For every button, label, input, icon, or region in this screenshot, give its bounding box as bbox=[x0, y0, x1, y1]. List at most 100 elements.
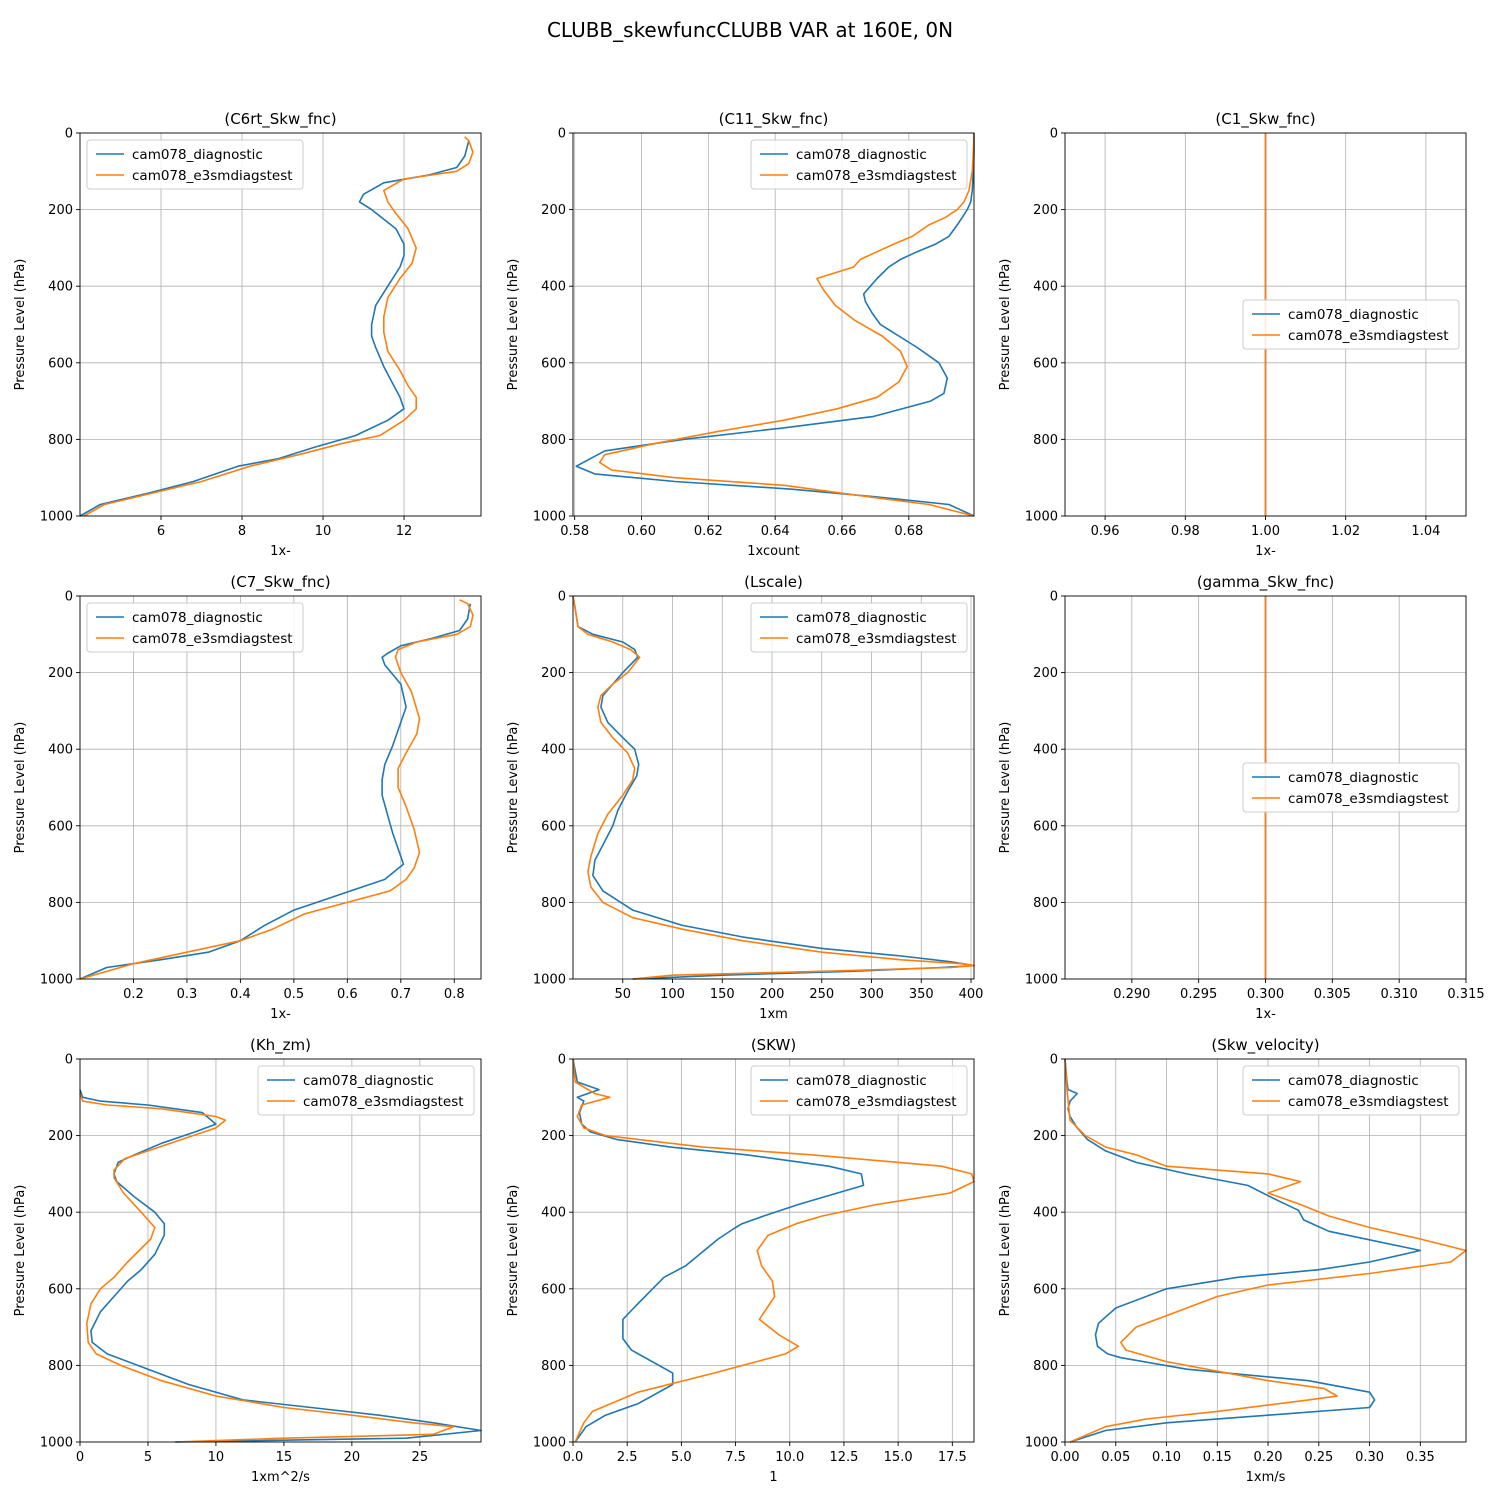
y-tick-label: 0 bbox=[1050, 1053, 1058, 1068]
x-tick-label: 15 bbox=[276, 1450, 293, 1465]
legend: cam078_diagnostic cam078_e3smdiagstest bbox=[750, 602, 968, 653]
x-tick-label: 1.02 bbox=[1331, 524, 1360, 539]
plot-frame bbox=[572, 595, 975, 980]
series-line-2 bbox=[83, 136, 474, 517]
legend-box bbox=[1242, 299, 1460, 350]
y-tick-label: 400 bbox=[48, 1206, 73, 1221]
y-tick-label: 600 bbox=[48, 819, 73, 834]
x-tick-label: 5.0 bbox=[671, 1450, 692, 1465]
subplot-title: (Kh_zm) bbox=[250, 1036, 311, 1055]
y-tick-label: 800 bbox=[1033, 433, 1058, 448]
x-tick-label: 2.5 bbox=[617, 1450, 638, 1465]
x-tick-label: 0.00 bbox=[1051, 1450, 1080, 1465]
legend-box bbox=[257, 1065, 475, 1116]
x-tick-label: 0.66 bbox=[828, 524, 857, 539]
y-tick-label: 0 bbox=[65, 590, 73, 605]
y-tick-label: 800 bbox=[1033, 1359, 1058, 1374]
plot-frame bbox=[79, 132, 482, 517]
legend: cam078_diagnostic cam078_e3smdiagstest bbox=[750, 139, 968, 190]
series-line-1 bbox=[79, 1089, 482, 1443]
y-axis-label: Pressure Level (hPa) bbox=[998, 1185, 1013, 1317]
x-tick-label: 200 bbox=[760, 987, 785, 1002]
y-axis-label: Pressure Level (hPa) bbox=[506, 722, 521, 854]
x-tick-label: 1.04 bbox=[1411, 524, 1440, 539]
y-tick-label: 600 bbox=[1033, 1282, 1058, 1297]
x-tick-label: 0.98 bbox=[1171, 524, 1200, 539]
x-tick-label: 0.300 bbox=[1247, 987, 1284, 1002]
x-tick-label: 0.25 bbox=[1304, 1450, 1333, 1465]
y-tick-label: 1000 bbox=[40, 1436, 73, 1451]
y-tick-label: 200 bbox=[48, 203, 73, 218]
x-axis-label: 1xm bbox=[759, 1007, 788, 1022]
subplot-grid: (C6rt_Skw_fnc)6 8 10 12020040060080010001x-… bbox=[13, 110, 1485, 1485]
x-tick-label: 0.68 bbox=[894, 524, 923, 539]
y-tick-label: 200 bbox=[48, 666, 73, 681]
legend-box bbox=[86, 602, 304, 653]
subplot-title: (SKW) bbox=[751, 1036, 796, 1054]
legend-label-1: cam078_diagnostic bbox=[132, 147, 263, 163]
legend-label-1: cam078_diagnostic bbox=[796, 147, 927, 163]
x-tick-label: 6 bbox=[157, 524, 165, 539]
y-tick-label: 600 bbox=[541, 819, 566, 834]
y-tick-label: 600 bbox=[541, 1282, 566, 1297]
y-tick-label: 1000 bbox=[533, 1436, 566, 1451]
subplot-title: (Lscale) bbox=[744, 573, 803, 591]
subplot-4: (C7_Skw_fnc) 0.2 0.3 0.4 0.5 0.6 0.7 0.8 0 200 400… bbox=[13, 573, 482, 1022]
x-tick-label: 5 bbox=[144, 1450, 152, 1465]
x-tick-label: 0.305 bbox=[1314, 987, 1351, 1002]
legend-label-1: cam078_diagnostic bbox=[1288, 770, 1419, 786]
x-tick-label: 350 bbox=[909, 987, 934, 1002]
subplot-title: (gamma_Skw_fnc) bbox=[1197, 573, 1334, 592]
legend: cam078_diagnostic cam078_e3smdiagstest bbox=[86, 602, 304, 653]
legend: cam078_diagnostic cam078_e3smdiagstest bbox=[750, 1065, 968, 1116]
x-axis-label: 1xm/s bbox=[1246, 1470, 1286, 1485]
x-tick-label: 0.60 bbox=[627, 524, 656, 539]
x-axis-label: 1x- bbox=[1255, 544, 1276, 559]
x-tick-label: 0.8 bbox=[444, 987, 465, 1002]
y-tick-label: 200 bbox=[1033, 1129, 1058, 1144]
subplot-title: (C6rt_Skw_fnc) bbox=[224, 110, 336, 129]
series-line-2 bbox=[1064, 1058, 1467, 1443]
x-tick-label: 0.15 bbox=[1203, 1450, 1232, 1465]
legend: cam078_diagnostic cam078_e3smdiagstest bbox=[1242, 1065, 1460, 1116]
x-tick-label: 10 bbox=[315, 524, 332, 539]
legend-label-2: cam078_e3smdiagstest bbox=[796, 168, 957, 184]
y-tick-label: 800 bbox=[541, 896, 566, 911]
y-tick-label: 200 bbox=[541, 666, 566, 681]
legend-label-2: cam078_e3smdiagstest bbox=[796, 1094, 957, 1110]
x-tick-label: 0.0 bbox=[563, 1450, 584, 1465]
x-tick-label: 0.315 bbox=[1447, 987, 1484, 1002]
legend-label-2: cam078_e3smdiagstest bbox=[1288, 328, 1449, 344]
legend-box bbox=[750, 602, 968, 653]
y-tick-label: 800 bbox=[541, 433, 566, 448]
plot-frame bbox=[79, 1058, 482, 1443]
y-axis-label: Pressure Level (hPa) bbox=[13, 1185, 28, 1317]
x-tick-label: 17.5 bbox=[938, 1450, 967, 1465]
x-tick-label: 0 bbox=[76, 1450, 84, 1465]
subplot-title: (Skw_velocity) bbox=[1211, 1036, 1319, 1055]
x-tick-label: 0.30 bbox=[1355, 1450, 1384, 1465]
y-tick-label: 1000 bbox=[40, 973, 73, 988]
series-line-2 bbox=[79, 599, 474, 980]
subplot-title: (C7_Skw_fnc) bbox=[230, 573, 330, 592]
y-axis-label: Pressure Level (hPa) bbox=[13, 259, 28, 391]
y-tick-label: 0 bbox=[1050, 590, 1058, 605]
y-tick-label: 400 bbox=[48, 280, 73, 295]
x-tick-label: 300 bbox=[859, 987, 884, 1002]
x-tick-label: 0.05 bbox=[1101, 1450, 1130, 1465]
x-tick-label: 10 bbox=[208, 1450, 225, 1465]
series-line-1 bbox=[79, 140, 470, 517]
y-tick-label: 200 bbox=[1033, 203, 1058, 218]
x-tick-label: 0.64 bbox=[761, 524, 790, 539]
y-tick-label: 1000 bbox=[1025, 973, 1058, 988]
y-tick-label: 0 bbox=[65, 1053, 73, 1068]
y-tick-label: 400 bbox=[541, 1206, 566, 1221]
x-tick-label: 10.0 bbox=[775, 1450, 804, 1465]
plot-frame bbox=[572, 132, 975, 517]
legend-label-2: cam078_e3smdiagstest bbox=[303, 1094, 464, 1110]
y-tick-label: 1000 bbox=[1025, 510, 1058, 525]
x-tick-label: 12 bbox=[396, 524, 413, 539]
x-tick-label: 0.5 bbox=[284, 987, 305, 1002]
y-tick-label: 400 bbox=[1033, 280, 1058, 295]
